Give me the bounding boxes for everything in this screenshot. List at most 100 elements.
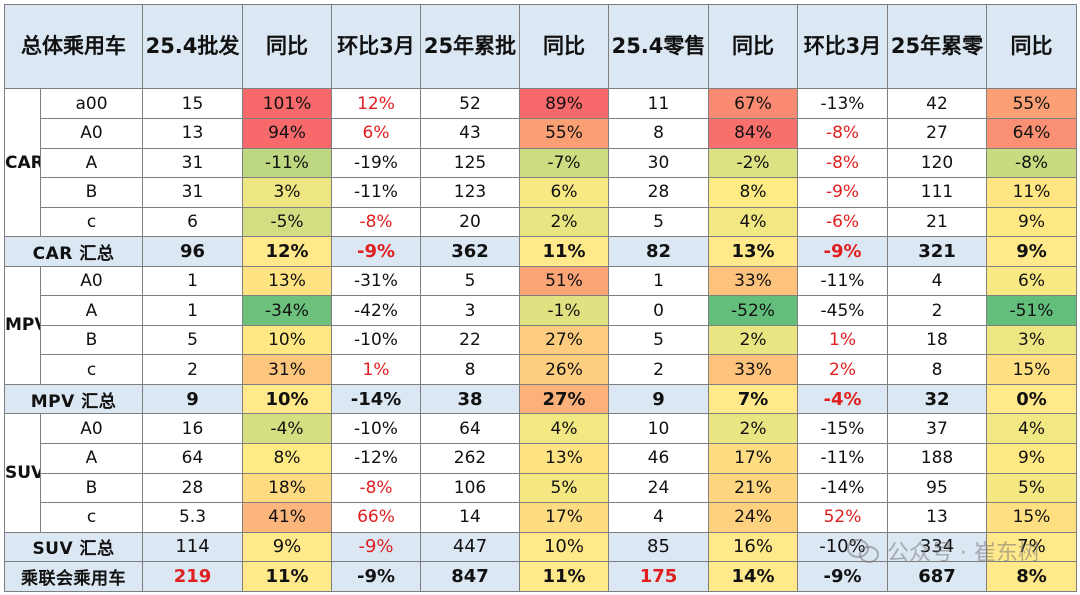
column-header: 环比3月 <box>331 3 421 90</box>
value-cell: 4% <box>708 206 798 238</box>
watermark: 公众号 · 崔东树 <box>847 535 1040 567</box>
value-cell: 2 <box>608 354 709 385</box>
value-cell: -10% <box>331 413 421 445</box>
value-cell: 13 <box>142 118 243 149</box>
value-cell: 5% <box>986 472 1077 504</box>
value-cell: 28 <box>608 177 709 208</box>
value-cell: 5 <box>608 324 709 356</box>
value-cell: 37 <box>887 413 987 445</box>
value-cell: 847 <box>420 561 520 592</box>
value-cell: 1 <box>142 265 243 297</box>
value-cell: 6% <box>519 177 609 208</box>
value-cell: -9% <box>797 236 888 267</box>
value-cell: 2 <box>142 354 243 385</box>
value-cell: -31% <box>331 265 421 297</box>
value-cell: 334 <box>887 531 987 563</box>
value-cell: 14 <box>420 502 520 533</box>
value-cell: 175 <box>608 561 709 592</box>
value-cell: 125 <box>420 147 520 179</box>
value-cell: 2% <box>708 324 798 356</box>
value-cell: 27 <box>887 118 987 149</box>
summary-label: MPV 汇总 <box>4 383 143 415</box>
value-cell: 3 <box>420 295 520 326</box>
segment-label: B <box>40 177 143 208</box>
value-cell: 64 <box>142 443 243 474</box>
column-header: 总体乘用车 <box>4 3 143 90</box>
value-cell: 2% <box>708 413 798 445</box>
value-cell: -2% <box>708 147 798 179</box>
value-cell: -8% <box>797 118 888 149</box>
value-cell: 33% <box>708 265 798 297</box>
value-cell: 15% <box>986 502 1077 533</box>
value-cell: 447 <box>420 531 520 563</box>
value-cell: -8% <box>797 147 888 179</box>
value-cell: 11 <box>608 88 709 119</box>
segment-label: A <box>40 443 143 474</box>
value-cell: 21% <box>708 472 798 504</box>
table-row: CAR a00 15 101% 12% 52 89% 11 67% -13% 42 55% <box>4 88 1077 238</box>
value-cell: -14% <box>331 383 421 415</box>
value-cell: 11% <box>986 177 1077 208</box>
value-cell: 82 <box>608 236 709 267</box>
value-cell: -15% <box>797 413 888 445</box>
segment-label: A0 <box>40 413 143 445</box>
table-row: A 64 8% -12% 262 13% 46 17% -11% 188 9% <box>5 443 1077 474</box>
value-cell: 1 <box>608 265 709 297</box>
value-cell: 0 <box>608 295 709 326</box>
value-cell: -11% <box>242 147 332 179</box>
value-cell: 9% <box>242 531 332 563</box>
value-cell: 38 <box>420 383 520 415</box>
summary-row: MPV 汇总 9 10% -14% 38 27% 9 7% -4% 32 0% <box>4 383 1077 415</box>
value-cell: 11% <box>242 561 332 592</box>
value-cell: 31 <box>142 177 243 208</box>
value-cell: 22 <box>420 324 520 356</box>
value-cell: 31% <box>242 354 332 385</box>
value-cell: 5.3 <box>142 502 243 533</box>
value-cell: 21 <box>887 206 987 238</box>
value-cell: -11% <box>797 443 888 474</box>
value-cell: 7% <box>986 531 1077 563</box>
value-cell: 12% <box>242 236 332 267</box>
group-label: SUV <box>4 413 41 533</box>
segment-label: c <box>40 354 143 385</box>
wechat-icon <box>847 539 881 563</box>
value-cell: 14% <box>708 561 798 592</box>
value-cell: -7% <box>519 147 609 179</box>
value-cell: 17% <box>519 502 609 533</box>
value-cell: 15 <box>142 88 243 119</box>
table-row: B 28 18% -8% 106 5% 24 21% -14% 95 5% <box>5 472 1077 504</box>
column-header: 环比3月 <box>797 3 888 90</box>
value-cell: -1% <box>519 295 609 326</box>
value-cell: 33% <box>708 354 798 385</box>
value-cell: 17% <box>708 443 798 474</box>
value-cell: 5 <box>142 324 243 356</box>
value-cell: -13% <box>797 88 888 119</box>
value-cell: 120 <box>887 147 987 179</box>
value-cell: 55% <box>519 118 609 149</box>
value-cell: 43 <box>420 118 520 149</box>
value-cell: 31 <box>142 147 243 179</box>
value-cell: 96 <box>142 236 243 267</box>
value-cell: 52% <box>797 502 888 533</box>
value-cell: 30 <box>608 147 709 179</box>
column-header: 25年累零 <box>887 3 987 90</box>
value-cell: 2% <box>519 206 609 238</box>
segment-label: A0 <box>40 265 143 297</box>
value-cell: 5 <box>420 265 520 297</box>
value-cell: 41% <box>242 502 332 533</box>
value-cell: -34% <box>242 295 332 326</box>
value-cell: -11% <box>797 265 888 297</box>
table-row: B 31 3% -11% 123 6% 28 8% -9% 111 11% <box>5 177 1077 208</box>
value-cell: 111 <box>887 177 987 208</box>
column-header: 25.4批发 <box>142 3 243 90</box>
group-label: CAR <box>4 88 41 238</box>
table-row: SUV A0 16 -4% -10% 64 4% 10 2% -15% 37 4% <box>4 413 1077 533</box>
value-cell: 64 <box>420 413 520 445</box>
value-cell: 10 <box>608 413 709 445</box>
value-cell: 42 <box>887 88 987 119</box>
segment-label: A <box>40 147 143 179</box>
value-cell: 84% <box>708 118 798 149</box>
value-cell: 8% <box>242 443 332 474</box>
column-header: 同比 <box>519 3 609 90</box>
column-header: 同比 <box>986 3 1077 90</box>
